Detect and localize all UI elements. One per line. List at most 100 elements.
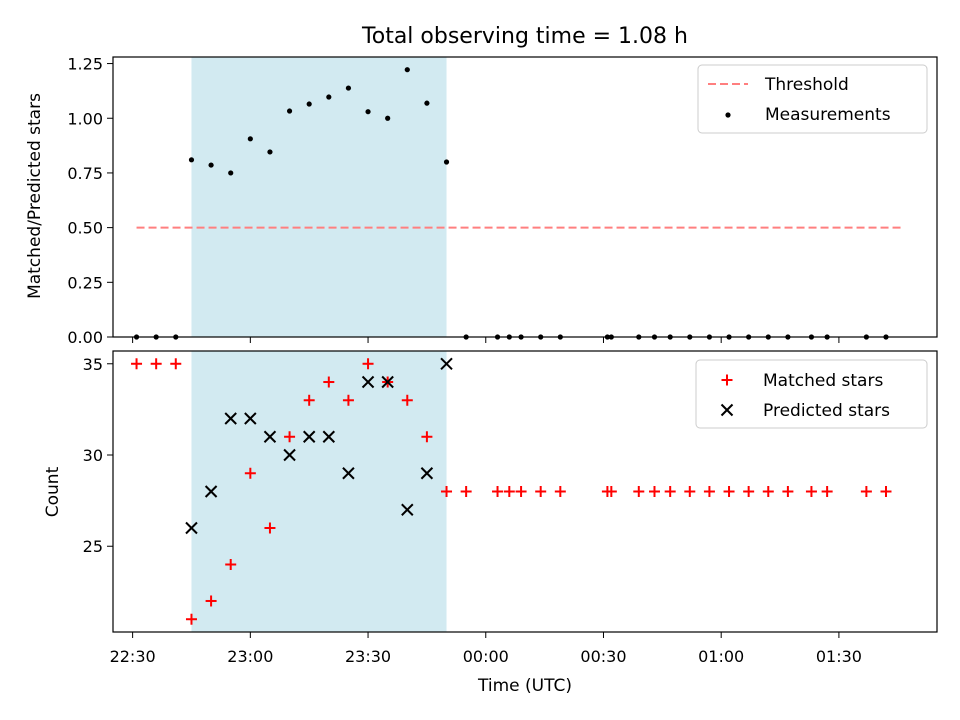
matched-star-marker (633, 486, 645, 497)
matched-star-marker (648, 486, 660, 497)
legend-matched-label: Matched stars (763, 371, 883, 391)
x-tick-label: 23:00 (227, 647, 273, 666)
predicted-star-b (322, 430, 336, 443)
predicted-star-b (440, 357, 453, 370)
top-y-tick-label: 0.00 (67, 328, 103, 347)
predicted-star-b (420, 467, 434, 480)
predicted-star-marker (420, 467, 434, 480)
x-tick-label: 22:30 (110, 647, 156, 666)
bottom-axes-frame (112, 350, 938, 633)
matched-star-marker (342, 394, 354, 406)
top-y-tick-label: 0.25 (67, 273, 103, 292)
matched-star-marker (821, 486, 833, 497)
chart-title: Total observing time = 1.08 h (361, 24, 688, 49)
matched-star-marker (743, 486, 755, 497)
legend-measurements-label: Measurements (765, 105, 891, 125)
predicted-star-b (204, 485, 218, 498)
matched-star-marker (782, 486, 794, 497)
matched-star-marker (554, 486, 566, 497)
top-y-tick-label: 1.25 (67, 55, 103, 74)
bottom-y-axis-label: Count (43, 466, 63, 517)
matched-star-marker (503, 486, 515, 497)
predicted-star-marker (204, 485, 218, 498)
matched-star-marker (323, 376, 335, 388)
measurement-point (286, 108, 293, 114)
predicted-star-marker (381, 375, 394, 389)
legend-measurements-swatch (725, 112, 731, 118)
top-y-tick-label: 1.00 (67, 109, 103, 128)
measurement-point (365, 109, 371, 115)
matched-star-marker (131, 358, 143, 370)
bottom-y-tick-label: 35 (83, 355, 103, 374)
matched-star-marker (703, 486, 715, 497)
predicted-star-b (361, 375, 375, 389)
matched-star-marker (515, 486, 527, 497)
x-axis-label: Time (UTC) (477, 676, 572, 696)
predicted-star-b (244, 412, 257, 425)
measurement-point (424, 100, 430, 106)
measurement-point (404, 67, 410, 73)
measurement-point (306, 101, 312, 107)
predicted-star-b (401, 503, 414, 516)
x-tick-label: 23:30 (345, 647, 391, 666)
predicted-star-marker (361, 375, 375, 389)
matched-star-marker (605, 486, 617, 497)
top-legend: Threshold Measurements (697, 64, 928, 134)
bottom-legend-box (695, 359, 928, 429)
matched-star-marker (401, 394, 413, 406)
measurement-point (188, 157, 195, 163)
matched-star-marker (205, 595, 217, 607)
predicted-star-marker (322, 430, 336, 443)
measurement-point (208, 162, 214, 168)
predicted-star-marker (263, 430, 277, 443)
top-axes-frame (112, 56, 938, 338)
top-panel: 0.00 0.25 0.50 0.75 1.00 1.25 Threshold Measure… (67, 55, 938, 347)
measurement-point (326, 94, 332, 100)
predicted-star-b (381, 375, 394, 389)
predicted-star-marker (302, 430, 316, 443)
predicted-star-b (283, 448, 296, 462)
matched-star-marker (244, 467, 256, 479)
measurement-point (345, 85, 352, 91)
matched-star-marker (264, 522, 276, 534)
x-tick-label: 00:00 (463, 647, 509, 666)
top-y-tick-label: 0.75 (67, 164, 103, 183)
matched-star-marker (185, 613, 197, 625)
matched-star-marker (460, 486, 472, 497)
matched-star-marker (664, 486, 676, 497)
predicted-star-b (263, 430, 277, 443)
top-legend-box (697, 64, 928, 134)
predicted-star-b (302, 430, 316, 443)
matched-star-marker (880, 486, 892, 497)
matched-star-marker (170, 358, 182, 370)
predicted-star-marker (342, 467, 355, 480)
predicted-star-b (185, 521, 198, 535)
measurement-point (385, 115, 391, 121)
predicted-star-marker (283, 448, 296, 462)
predicted-star-marker (224, 412, 237, 425)
matched-star-marker (362, 358, 374, 370)
matched-star-marker (535, 486, 547, 497)
predicted-star-b (342, 467, 355, 480)
matched-star-marker (284, 431, 296, 443)
bottom-y-tick-label: 25 (83, 537, 103, 556)
legend-threshold-label: Threshold (764, 75, 849, 95)
x-tick-label: 01:00 (698, 647, 744, 666)
matched-star-marker (805, 486, 817, 497)
matched-star-marker (684, 486, 696, 497)
matched-star-marker (150, 358, 162, 370)
predicted-star-marker (244, 412, 257, 425)
matched-star-marker (421, 431, 433, 443)
predicted-star-marker (401, 503, 414, 516)
measurement-point (228, 170, 234, 176)
x-tick-label: 00:30 (580, 647, 626, 666)
predicted-star-marker (440, 357, 453, 370)
top-y-tick-label: 0.50 (67, 219, 103, 238)
x-tick-label: 01:30 (816, 647, 862, 666)
matched-star-marker (303, 394, 315, 406)
matched-star-marker (492, 486, 504, 497)
matched-star-marker (441, 486, 453, 497)
matched-star-marker (225, 558, 237, 570)
predicted-star-marker (185, 521, 198, 535)
